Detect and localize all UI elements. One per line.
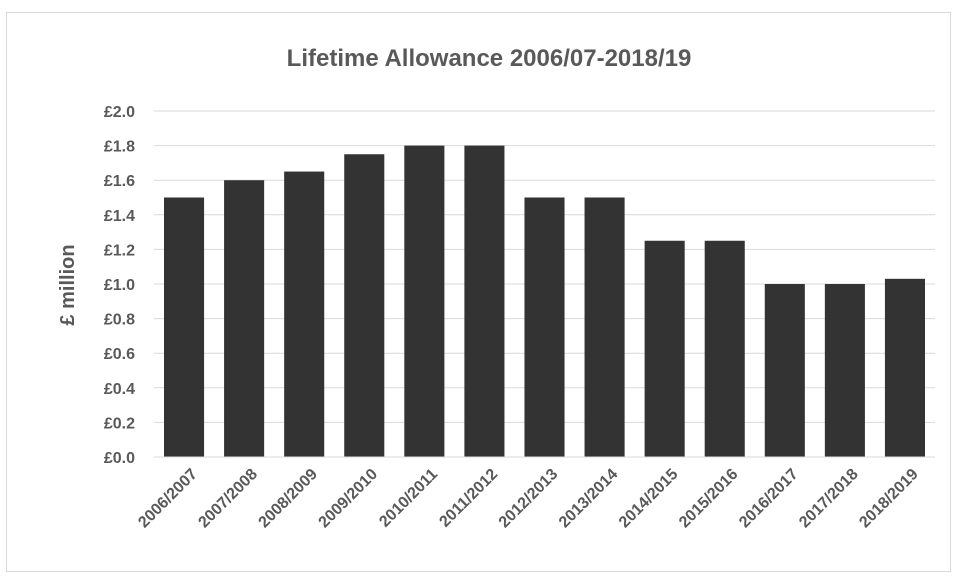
bar [524,197,565,457]
x-tick-label: 2013/2014 [556,466,622,532]
bar [464,145,505,457]
x-tick-label: 2010/2011 [376,466,441,531]
y-tick-label: £0.6 [104,346,135,363]
x-tick-label: 2016/2017 [736,466,802,532]
bar [404,145,445,457]
bar [824,284,865,457]
y-tick-label: £0.4 [104,381,135,398]
y-axis-ticks: £0.0 £0.2 £0.4 £0.6 £0.8 £1.0 £1.2 £1.4 £1.6 £1.8… [104,104,135,467]
x-tick-label: 2017/2018 [796,466,862,532]
x-tick-label: 2015/2016 [676,466,742,532]
bar [284,171,325,458]
x-tick-label: 2007/2008 [195,466,261,532]
bar [224,180,265,457]
chart-title: Lifetime Allowance 2006/07-2018/19 [287,45,692,72]
y-tick-label: £0.2 [104,415,135,432]
x-tick-label: 2006/2007 [135,466,201,532]
x-tick-label: 2008/2009 [256,466,322,532]
bar [704,240,745,457]
bar [344,154,385,457]
y-tick-label: £0.8 [104,312,135,329]
y-tick-label: £0.0 [104,450,135,467]
bar [644,240,685,457]
x-tick-label: 2009/2010 [316,466,382,532]
y-tick-label: £2.0 [104,104,135,121]
y-tick-label: £1.2 [104,242,135,259]
x-tick-label: 2018/2019 [856,466,922,532]
bar [584,197,625,457]
bar [884,278,925,457]
bar [164,197,205,457]
x-tick-label: 2014/2015 [616,466,682,532]
y-tick-label: £1.0 [104,277,135,294]
y-tick-label: £1.6 [104,173,135,190]
x-tick-label: 2012/2013 [496,466,562,532]
bar [764,284,805,457]
bars [164,145,925,458]
y-axis-label: £ million [57,244,79,325]
y-tick-label: £1.4 [104,208,135,225]
y-tick-label: £1.8 [104,139,135,156]
x-tick-label: 2011/2012 [436,466,501,531]
x-axis-ticks: 2006/20072007/20082008/20092009/20102010… [135,466,921,532]
